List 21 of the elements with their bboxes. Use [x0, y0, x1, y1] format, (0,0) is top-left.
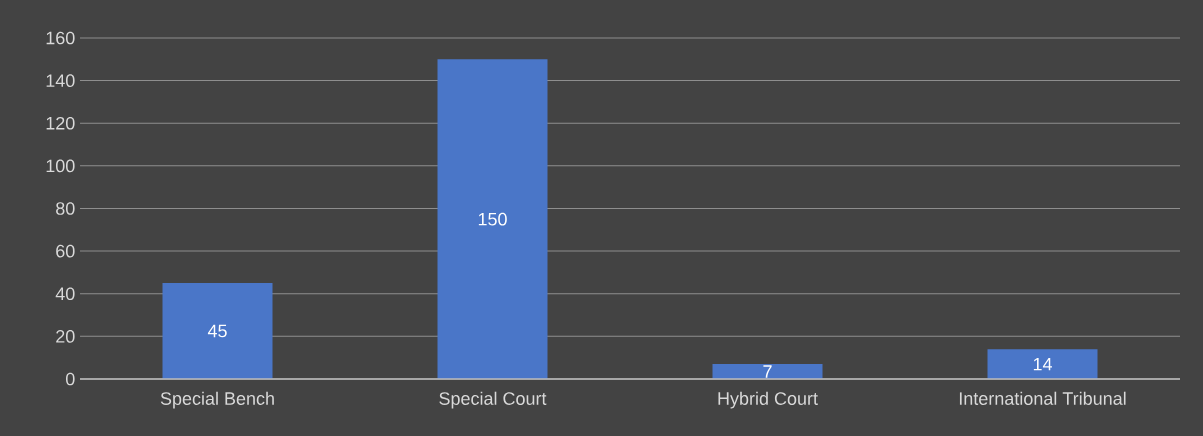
data-label: 14 — [1033, 357, 1052, 371]
bar — [712, 364, 823, 379]
y-tick-label: 120 — [46, 116, 75, 130]
y-tick-label: 0 — [65, 372, 75, 386]
y-tick-label: 140 — [46, 74, 75, 87]
data-label: 45 — [207, 324, 227, 338]
y-tick-label: 20 — [56, 330, 75, 343]
bar — [987, 349, 1098, 379]
y-tick-label: 40 — [55, 287, 75, 301]
y-tick-label: 160 — [46, 31, 75, 45]
bar — [437, 59, 548, 379]
y-tick-label: 60 — [56, 244, 75, 258]
y-tick-label: 80 — [56, 202, 75, 215]
x-tick-label: Special Court — [439, 391, 547, 409]
x-tick-label: Hybrid Court — [718, 391, 818, 409]
data-label: 150 — [478, 212, 507, 226]
bar — [162, 283, 273, 379]
data-label: 7 — [763, 365, 772, 378]
x-tick-label: International Tribunal — [959, 391, 1126, 405]
y-tick-label: 100 — [46, 159, 75, 173]
x-tick-label: Special Bench — [160, 391, 274, 409]
